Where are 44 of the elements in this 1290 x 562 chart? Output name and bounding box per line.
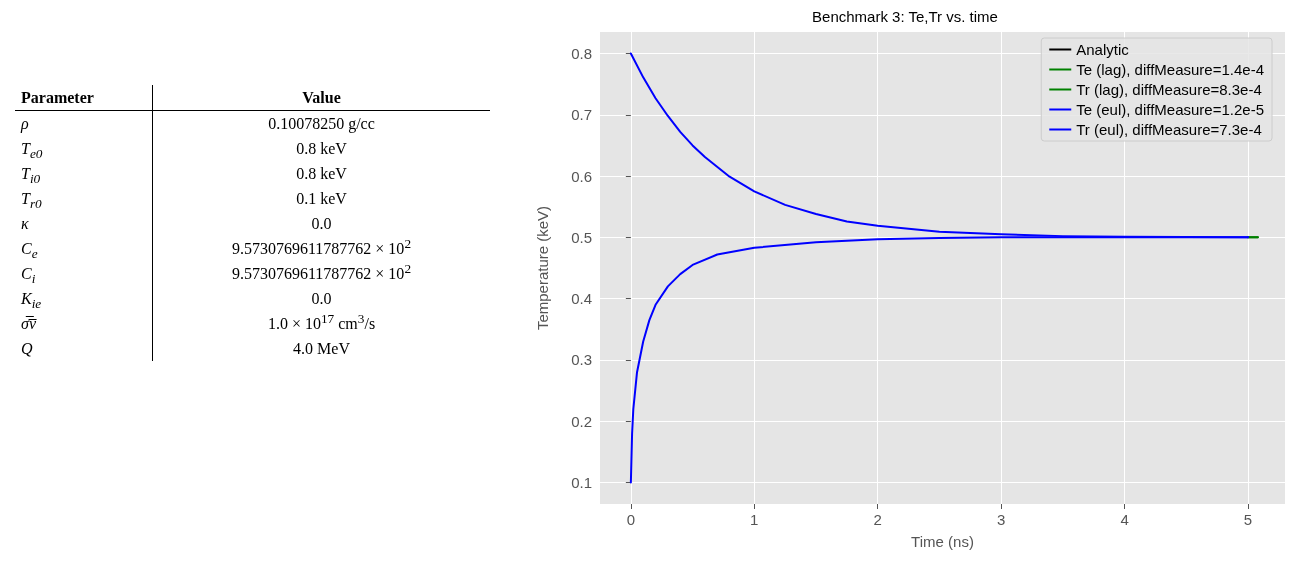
y-axis-title: Temperature (keV) bbox=[534, 205, 551, 331]
text: 1.0 × 10$^{17}$ cm$^{3}$/s bbox=[266, 310, 377, 334]
text: 0.1 keV bbox=[295, 189, 348, 209]
text: Parameter bbox=[15, 85, 153, 111]
legend-label: Tr (lag), diffMeasure=8.3e-4 bbox=[1076, 81, 1262, 98]
text: T$_{i0}$ bbox=[15, 161, 153, 187]
text: 0.8 keV bbox=[295, 139, 348, 159]
x-tick-label: 4 bbox=[1120, 511, 1129, 528]
x-tick-label: 5 bbox=[1243, 511, 1253, 528]
y-tick-label: 0.7 bbox=[571, 106, 592, 124]
text: 9.5730769611787762 × 10$^{2}$ bbox=[230, 260, 413, 284]
y-tick-label: 0.8 bbox=[571, 44, 592, 62]
text: 0.0 bbox=[310, 289, 333, 309]
x-tick-label: 3 bbox=[996, 511, 1006, 528]
x-tick-label: 1 bbox=[750, 511, 759, 528]
text: Value bbox=[152, 85, 490, 111]
text: C$_{i}$ bbox=[15, 261, 153, 287]
chart-title: Benchmark 3: Te,Tr vs. time bbox=[812, 8, 998, 25]
text: ρ bbox=[15, 110, 153, 136]
text: T$_{e0}$ bbox=[15, 136, 153, 162]
x-tick-label: 0 bbox=[626, 511, 636, 528]
y-tick-label: 0.1 bbox=[571, 474, 592, 492]
legend-label: Analytic bbox=[1076, 41, 1130, 58]
x-tick-label: 2 bbox=[873, 511, 882, 528]
text: K$_{ie}$ bbox=[15, 286, 153, 312]
text: T$_{r0}$ bbox=[15, 186, 153, 212]
text: Q bbox=[15, 336, 153, 361]
text: 9.5730769611787762 × 10$^{2}$ bbox=[230, 235, 413, 259]
x-axis-title: Time (ns) bbox=[911, 533, 974, 550]
text: 0.8 keV bbox=[295, 164, 348, 184]
y-tick-label: 0.3 bbox=[571, 351, 592, 369]
text: 4.0 MeV bbox=[292, 339, 351, 359]
y-tick-label: 0.2 bbox=[571, 412, 592, 430]
y-tick-label: 0.6 bbox=[571, 167, 592, 185]
text: 0.10078250 g/cc bbox=[267, 114, 376, 135]
text: C$_{e}$ bbox=[15, 236, 153, 262]
text: σ̅v̅ bbox=[15, 311, 153, 336]
y-tick-label: 0.5 bbox=[571, 228, 592, 246]
legend-label: Te (lag), diffMeasure=1.4e-4 bbox=[1076, 61, 1265, 78]
y-tick-label: 0.4 bbox=[571, 290, 592, 308]
legend-label: Tr (eul), diffMeasure=7.3e-4 bbox=[1076, 121, 1262, 138]
text: 0.0 bbox=[310, 214, 333, 234]
text: κ bbox=[15, 211, 153, 236]
legend-label: Te (eul), diffMeasure=1.2e-5 bbox=[1076, 101, 1265, 118]
